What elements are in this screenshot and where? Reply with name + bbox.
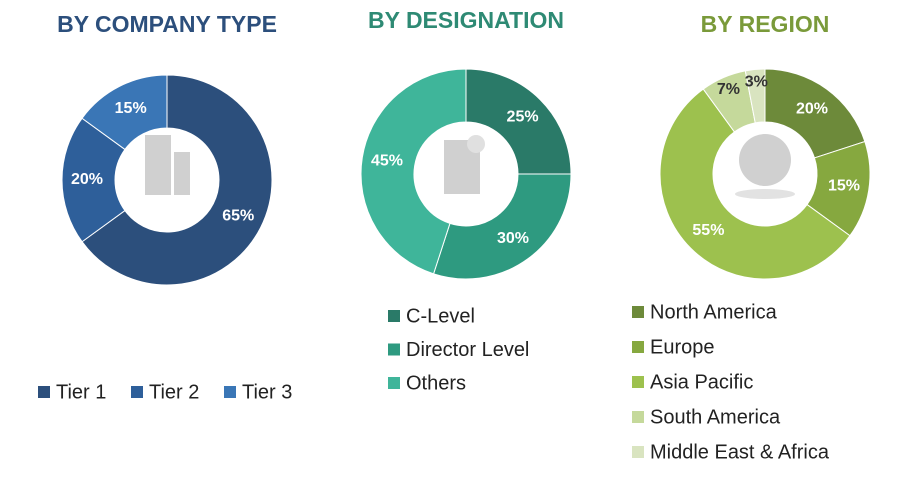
data-label: 20% [71,171,103,188]
data-label: 7% [717,81,740,98]
data-label: 45% [371,153,403,170]
legend-label: Director Level [406,339,529,361]
chart-title: BY DESIGNATION [368,7,564,33]
legend-swatch [388,343,400,356]
data-label: 15% [115,100,147,117]
donut-slice [659,88,851,280]
chart-title: BY REGION [701,11,830,37]
legend-label: North America [650,301,778,323]
legend-swatch [632,341,644,353]
legend-label: Middle East & Africa [650,441,830,463]
donut-slice [764,68,866,159]
data-label: 25% [507,109,539,126]
donut-slice [432,173,572,280]
legend-label: South America [650,406,781,428]
legend-swatch [632,376,644,388]
legend-swatch [224,386,236,398]
legend-swatch [38,386,50,398]
legend-label: Tier 1 [56,381,106,403]
legend-swatch [388,377,400,389]
donut-slice [744,68,766,124]
legend-label: Others [406,372,466,394]
data-label: 65% [222,208,254,225]
data-label: 15% [828,178,860,195]
legend-swatch [632,411,644,423]
legend-swatch [388,310,400,322]
data-label: 3% [745,74,768,91]
center-icon [145,134,795,199]
donut-slice [465,68,572,175]
donut-slice [360,68,467,275]
donut-slice [81,74,273,286]
legend-label: Tier 2 [149,381,199,403]
data-label: 20% [796,100,828,117]
legend-label: C-Level [406,305,475,327]
data-label: 30% [497,230,529,247]
legend-swatch [632,446,644,458]
legend-label: Tier 3 [242,381,292,403]
legend-swatch [131,386,143,398]
data-label: 55% [692,222,724,239]
legend-label: Asia Pacific [650,371,753,393]
legend-swatch [632,306,644,318]
legend-label: Europe [650,336,715,358]
chart-title: BY COMPANY TYPE [57,11,277,37]
donut-slice [81,74,168,151]
donut-slice [61,117,126,243]
